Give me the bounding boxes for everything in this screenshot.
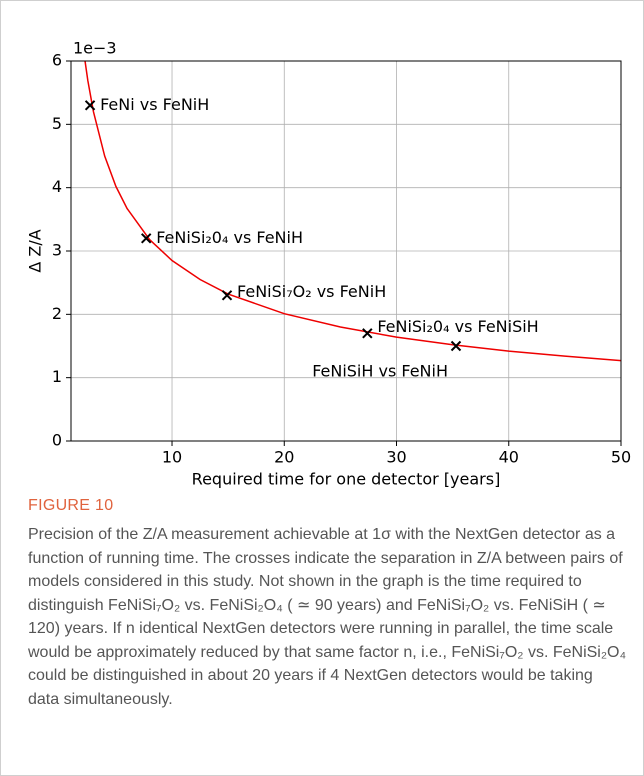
figure-caption: Precision of the Z/A measurement achieva… — [28, 526, 627, 708]
point-annotation: FeNi vs FeNiH — [100, 95, 209, 114]
y-tick-label: 2 — [52, 304, 62, 323]
point-annotation: FeNiSi₇O₂ vs FeNiH — [237, 282, 386, 301]
point-annotation: FeNiSi₂0₄ vs FeNiSiH — [377, 317, 538, 336]
y-tick-label: 0 — [52, 431, 62, 450]
x-tick-label: 30 — [386, 448, 406, 467]
x-tick-label: 50 — [611, 448, 631, 467]
cross-marker — [140, 233, 152, 244]
y-tick-label: 3 — [52, 241, 62, 260]
x-axis-label: Required time for one detector [years] — [192, 470, 501, 489]
x-tick-label: 20 — [274, 448, 294, 467]
y-tick-label: 1 — [52, 367, 62, 386]
cross-marker — [362, 328, 373, 339]
x-tick-label: 40 — [499, 448, 519, 467]
x-tick-label: 10 — [162, 448, 182, 467]
y-tick-label: 4 — [52, 177, 62, 196]
chart: 1e−3 Required time for one detector [yea… — [26, 39, 632, 489]
y-tick-label: 5 — [52, 114, 62, 133]
point-annotation: FeNiSi₂0₄ vs FeNiH — [156, 228, 303, 247]
y-offset-label: 1e−3 — [73, 39, 117, 58]
figure-label: FIGURE 10 — [28, 497, 114, 514]
cross-marker — [84, 100, 96, 111]
plot-frame — [70, 60, 622, 442]
y-tick-label: 6 — [52, 51, 62, 70]
cross-marker — [221, 290, 233, 301]
point-annotation: FeNiSiH vs FeNiH — [312, 362, 448, 381]
curve — [84, 60, 622, 362]
cross-marker — [450, 340, 462, 352]
y-axis-label: Δ Z/A — [26, 229, 45, 272]
